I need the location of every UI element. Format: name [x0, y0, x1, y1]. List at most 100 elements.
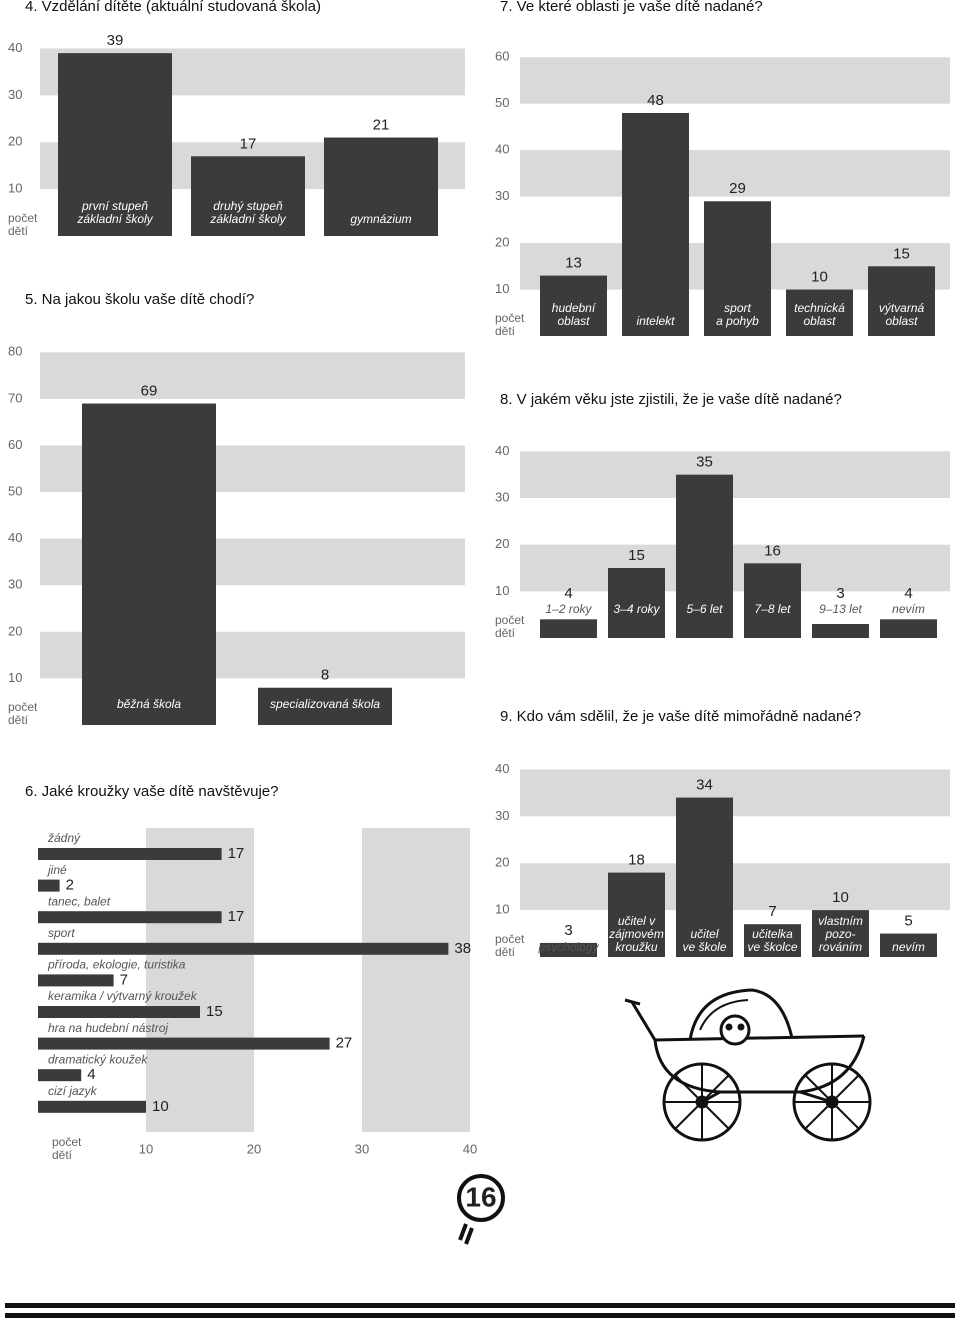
- y-tick-label: 40: [8, 530, 22, 545]
- bulb-base: [458, 1223, 474, 1245]
- category-label: gymnázium: [350, 212, 411, 226]
- x-tick-label: 10: [139, 1141, 153, 1156]
- bar: [38, 1037, 330, 1050]
- value-label: 39: [107, 32, 124, 49]
- category-label: nevím: [892, 602, 925, 616]
- bar: [608, 568, 665, 638]
- y-axis-label: počet dětí: [495, 613, 525, 640]
- grid-band: [362, 828, 470, 1132]
- value-label: 10: [811, 269, 828, 286]
- x-tick-label: 30: [355, 1141, 369, 1156]
- value-label: 5: [904, 913, 912, 930]
- value-label: 13: [565, 255, 582, 272]
- y-tick-label: 50: [495, 95, 509, 110]
- bar: [38, 911, 222, 924]
- category-label: tanec, balet: [48, 894, 111, 908]
- y-axis-label: počet dětí: [495, 311, 525, 338]
- y-tick-label: 40: [495, 443, 509, 458]
- y-tick-label: 30: [495, 808, 509, 823]
- value-label: 15: [206, 1003, 223, 1020]
- grid-band: [520, 863, 950, 911]
- category-label: běžná škola: [117, 697, 181, 711]
- bar: [258, 687, 392, 725]
- category-label: 5–6 let: [686, 602, 723, 616]
- value-label: 21: [373, 117, 390, 134]
- category-label: učitel v zájmovém kroužku: [608, 914, 664, 954]
- value-label: 35: [696, 454, 713, 471]
- bar: [38, 1069, 82, 1082]
- bar: [38, 848, 222, 860]
- category-label: hra na hudební nástroj: [48, 1021, 168, 1035]
- grid-band: [520, 57, 950, 104]
- value-label: 15: [628, 547, 645, 564]
- bar: [622, 112, 689, 336]
- bar: [38, 942, 449, 955]
- y-tick-label: 30: [495, 188, 509, 203]
- y-tick-label: 20: [495, 536, 509, 551]
- bar: [324, 137, 438, 236]
- y-tick-label: 10: [8, 670, 22, 685]
- y-axis-label: počet dětí: [495, 932, 525, 959]
- chart: 10 20 30 40 50 60 70 80 počet dětí běžná škola 69 sp…: [8, 291, 465, 727]
- y-tick-label: 10: [495, 281, 509, 296]
- y-axis-label: počet dětí: [8, 211, 38, 238]
- chart-title: 8. V jakém věku jste zjistili, že je vaš…: [500, 391, 842, 408]
- value-label: 7: [120, 971, 128, 988]
- chart-title: 7. Ve které oblasti je vaše dítě nadané?: [500, 0, 763, 15]
- y-tick-label: 30: [8, 87, 22, 102]
- category-label: sport: [48, 926, 75, 940]
- category-label: specializovaná škola: [270, 697, 380, 711]
- category-label: 3–4 roky: [613, 602, 660, 616]
- value-label: 17: [228, 845, 245, 862]
- value-label: 29: [729, 180, 746, 197]
- category-label: 9–13 let: [819, 602, 862, 616]
- bar: [868, 266, 935, 336]
- category-label: jiné: [46, 863, 67, 877]
- chart-title: 4. Vzdělání dítěte (aktuální studovaná š…: [25, 0, 321, 15]
- category-label: žádný: [47, 831, 81, 845]
- bar: [38, 974, 114, 987]
- y-tick-label: 20: [495, 235, 509, 250]
- bar: [744, 563, 801, 638]
- value-label: 16: [764, 542, 781, 559]
- bar: [704, 201, 771, 336]
- value-label: 4: [904, 585, 912, 602]
- value-label: 69: [141, 383, 158, 400]
- value-label: 38: [454, 940, 471, 957]
- y-tick-label: 60: [8, 437, 22, 452]
- value-label: 17: [228, 908, 245, 925]
- value-label: 18: [628, 852, 645, 869]
- rule: [5, 1313, 955, 1318]
- category-label: první stupeň základní školy: [76, 199, 153, 226]
- y-axis-label: počet dětí: [8, 700, 38, 727]
- grid-band: [520, 451, 950, 498]
- bar: [540, 275, 607, 336]
- y-tick-label: 80: [8, 344, 22, 359]
- value-label: 4: [564, 585, 572, 602]
- bulb: [457, 1174, 505, 1222]
- value-label: 2: [66, 877, 74, 894]
- category-label: dramatický koužek: [48, 1052, 148, 1066]
- y-tick-label: 40: [495, 142, 509, 157]
- bar: [880, 619, 937, 638]
- bar: [38, 1006, 200, 1018]
- y-tick-label: 50: [8, 483, 22, 498]
- category-label: psychology: [537, 940, 599, 954]
- bar: [676, 797, 733, 957]
- y-tick-label: 20: [495, 855, 509, 870]
- bar: [191, 156, 305, 236]
- x-axis-label: počet dětí: [52, 1135, 82, 1162]
- value-label: 8: [321, 667, 329, 684]
- category-label: cizí jazyk: [48, 1084, 98, 1098]
- bar: [880, 933, 937, 957]
- bar: [786, 289, 853, 336]
- bar: [540, 942, 597, 957]
- value-label: 48: [647, 92, 664, 109]
- y-tick-label: 20: [8, 623, 22, 638]
- grid-band: [520, 544, 950, 592]
- category-label: hudební oblast: [552, 301, 597, 328]
- value-label: 3: [836, 585, 844, 602]
- page-number-badge: 16: [457, 1174, 505, 1245]
